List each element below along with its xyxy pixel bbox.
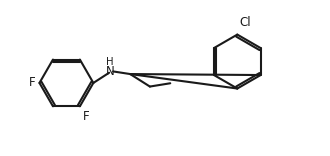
Text: Cl: Cl: [239, 16, 250, 29]
Text: N: N: [105, 65, 114, 78]
Text: F: F: [29, 76, 36, 89]
Text: H: H: [106, 57, 114, 67]
Text: F: F: [82, 110, 89, 123]
